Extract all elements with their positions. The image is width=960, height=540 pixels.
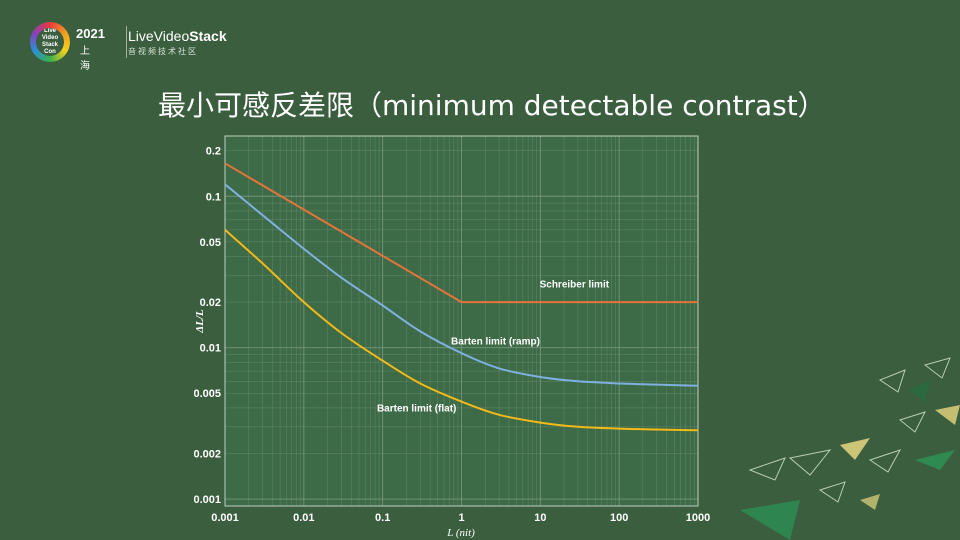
event-year: 2021 [76,26,105,41]
x-tick-label: 100 [610,512,628,524]
x-tick-label: 1000 [686,512,710,524]
y-tick-label: 0.01 [200,343,221,355]
series-line-0 [224,162,698,304]
x-tick-label: 0.1 [375,512,390,524]
tick-labels: 0.001 0.01 0.1 1 10 100 1000 0.2 0.1 0.05 0.02 0.01… [193,146,710,524]
logo-divider [126,26,127,58]
x-tick-label: 0.01 [293,512,314,524]
x-tick-label: 10 [534,512,546,524]
slide-title: 最小可感反差限（minimum detectable contrast） [158,89,826,122]
y-tick-label: 0.05 [200,237,221,249]
contrast-threshold-chart: Schreiber limit Barten limit (ramp) Barten… [193,135,710,539]
paper-plane-icon [910,380,930,402]
paper-plane-icon [740,500,800,540]
paper-plane-icon [818,481,846,503]
y-tick-label: 0.02 [200,297,221,309]
series-line-2 [224,229,699,432]
y-tick-label: 0.001 [193,494,221,506]
event-city: 上海 [80,46,90,72]
paper-plane-icon [788,449,832,476]
y-tick-label: 0.005 [193,388,221,400]
series-label-2: Barten limit (flat) [377,403,456,414]
paper-plane-icon [868,449,902,473]
paper-plane-icon [840,438,870,460]
y-tick-label: 0.1 [206,191,221,203]
series-label-1: Barten limit (ramp) [451,336,540,347]
logo-ring-icon: Live Video Stack Con [30,22,70,62]
paper-plane-icon [748,457,786,481]
plot-frame [224,135,699,507]
x-tick-label: 1 [458,512,464,524]
y-axis-label: ΔL/L [194,309,206,334]
brand-bold: Stack [189,28,227,44]
paper-plane-icon [860,494,880,510]
series-lines: Schreiber limit Barten limit (ramp) Barten… [224,162,699,432]
paper-plane-icon [898,411,926,433]
series-label-0: Schreiber limit [540,279,610,290]
brand-prefix: LiveVideo [128,28,190,44]
brand-subtitle: 音视频技术社区 [128,47,198,56]
paper-plane-icon [935,405,960,425]
y-tick-label: 0.002 [193,448,221,460]
decorative-paper-planes [740,357,960,540]
brand-name: LiveVideoStack [128,28,227,44]
series-line-1 [224,183,699,387]
paper-plane-icon [923,357,951,379]
x-tick-label: 0.001 [211,512,239,524]
y-tick-label: 0.2 [206,146,221,158]
logo-text: Live Video Stack Con [36,28,64,56]
paper-plane-icon [878,369,906,393]
x-axis-label: L (nit) [446,527,475,539]
paper-plane-icon [915,450,955,470]
